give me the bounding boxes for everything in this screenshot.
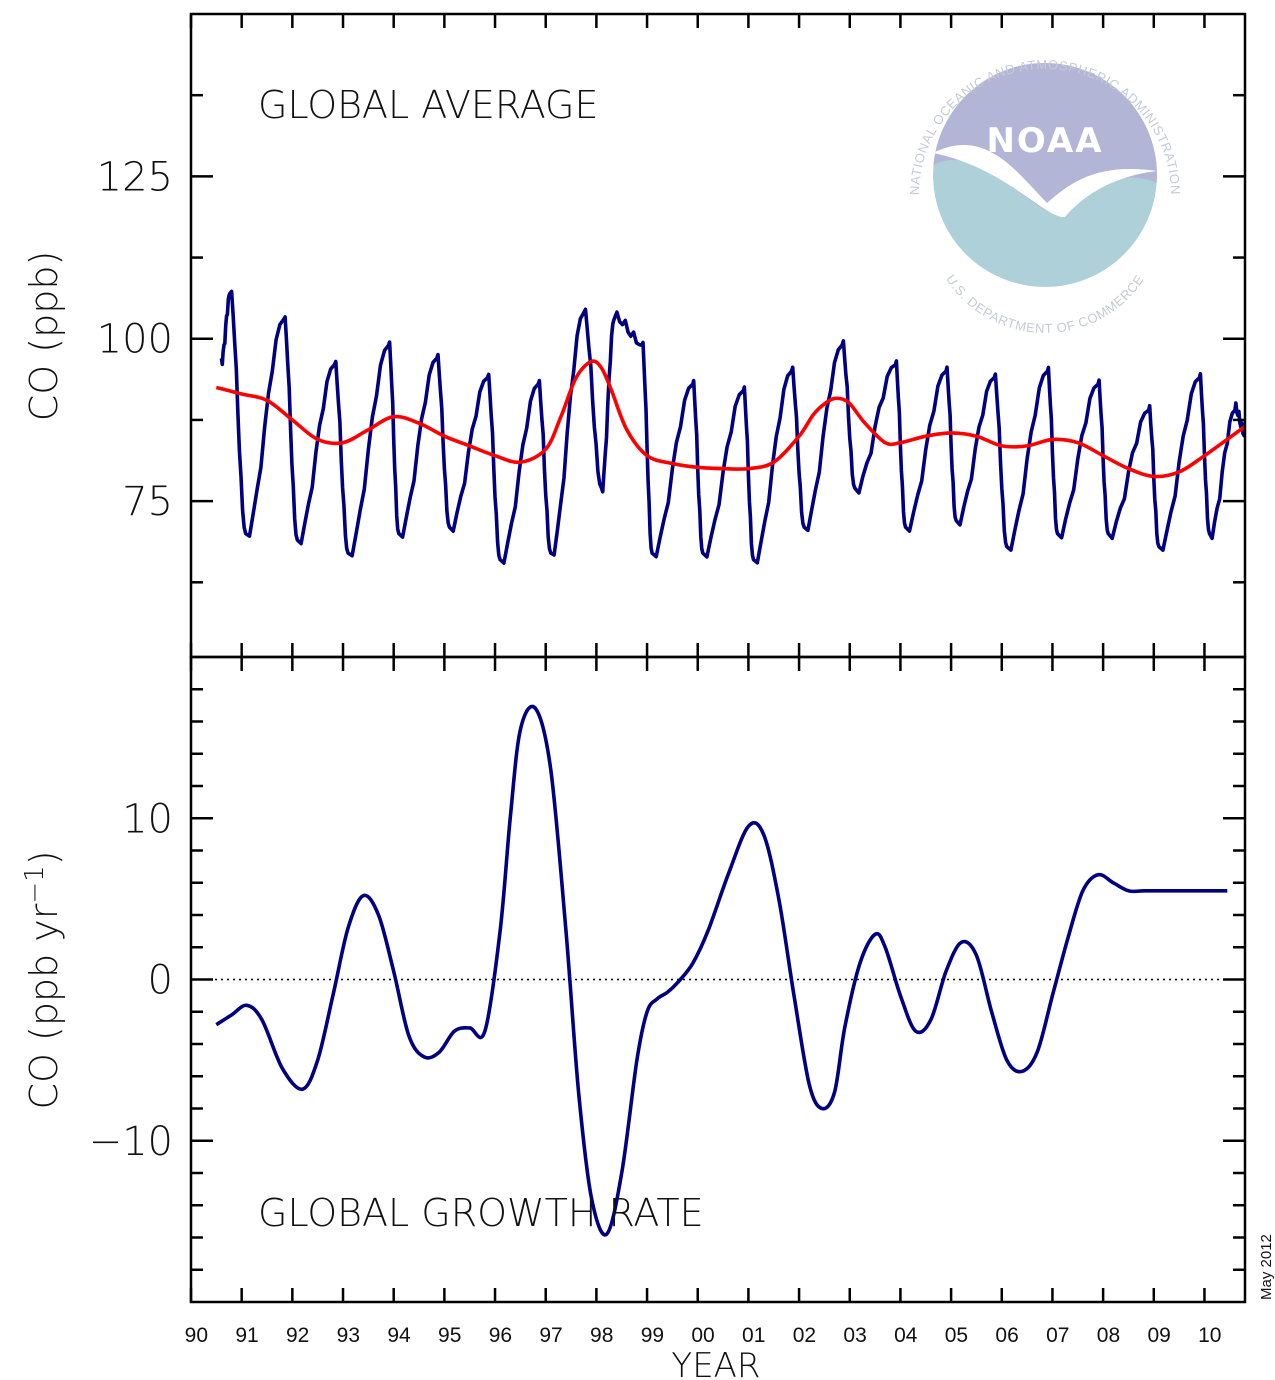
x-tick-label: 00 bbox=[691, 1324, 714, 1347]
x-axis-tick-labels: 90 91 92 93 94 95 96 97 98 99 00 01 02 03 04 05 06 07 08 09… bbox=[185, 1324, 1222, 1347]
global-growth-rate-y-axis-title: CO (ppb yr−1) bbox=[20, 850, 66, 1109]
x-tick-label: 91 bbox=[235, 1324, 258, 1347]
x-tick-label: 95 bbox=[438, 1324, 461, 1347]
y-axis-title-main: CO (ppb yr bbox=[22, 903, 66, 1109]
monthly-mean-line bbox=[219, 289, 1247, 565]
x-tick-label: 92 bbox=[286, 1324, 309, 1347]
trend-line bbox=[215, 359, 1247, 479]
growth-rate-line bbox=[215, 704, 1228, 1237]
logo-gull-icon bbox=[933, 145, 1157, 218]
global-average-series bbox=[215, 289, 1247, 565]
bottom-y-tick-label: 10 bbox=[122, 796, 173, 842]
global-growth-rate-series bbox=[191, 704, 1245, 1237]
x-tick-label: 04 bbox=[894, 1324, 918, 1347]
x-tick-label: 10 bbox=[1198, 1324, 1221, 1347]
x-tick-label: 09 bbox=[1147, 1324, 1170, 1347]
x-tick-label: 06 bbox=[995, 1324, 1018, 1347]
y-axis-title-suffix: ) bbox=[22, 850, 66, 865]
x-tick-label: 05 bbox=[945, 1324, 968, 1347]
logo-wordmark: NOAA bbox=[986, 121, 1103, 161]
top-y-tick-label: 125 bbox=[97, 154, 173, 200]
x-tick-label: 01 bbox=[742, 1324, 765, 1347]
x-tick-label: 96 bbox=[489, 1324, 512, 1347]
x-tick-label: 97 bbox=[539, 1324, 562, 1347]
x-axis-title: YEAR bbox=[671, 1346, 760, 1380]
logo-sky bbox=[933, 63, 1157, 210]
x-tick-label: 98 bbox=[590, 1324, 613, 1347]
top-y-tick-label: 75 bbox=[122, 479, 173, 525]
x-tick-label: 90 bbox=[185, 1324, 208, 1347]
y-axis-title-superscript: −1 bbox=[20, 865, 50, 903]
top-y-tick-label: 100 bbox=[97, 317, 173, 363]
x-tick-label: 08 bbox=[1097, 1324, 1120, 1347]
bottom-y-tick-label: 0 bbox=[148, 958, 173, 1004]
x-tick-label: 02 bbox=[793, 1324, 816, 1347]
x-tick-label: 94 bbox=[387, 1324, 411, 1347]
x-tick-label: 07 bbox=[1046, 1324, 1069, 1347]
date-stamp: May 2012 bbox=[1258, 1234, 1275, 1300]
global-growth-rate-label: GLOBAL GROWTH RATE bbox=[258, 1191, 704, 1235]
global-growth-rate-axes: 10 0 −10 bbox=[89, 655, 1247, 1304]
bottom-y-tick-label: −10 bbox=[89, 1119, 173, 1165]
global-growth-rate-panel: 10 0 −10 GLOBAL GROWTH RATE CO (ppb yr−1) bbox=[20, 655, 1247, 1304]
global-average-label: GLOBAL AVERAGE bbox=[258, 83, 599, 127]
logo-disc bbox=[933, 63, 1157, 287]
global-average-y-axis-title: CO (ppb) bbox=[22, 251, 66, 422]
x-tick-label: 99 bbox=[641, 1324, 664, 1347]
x-tick-label: 93 bbox=[337, 1324, 360, 1347]
x-tick-label: 03 bbox=[843, 1324, 866, 1347]
